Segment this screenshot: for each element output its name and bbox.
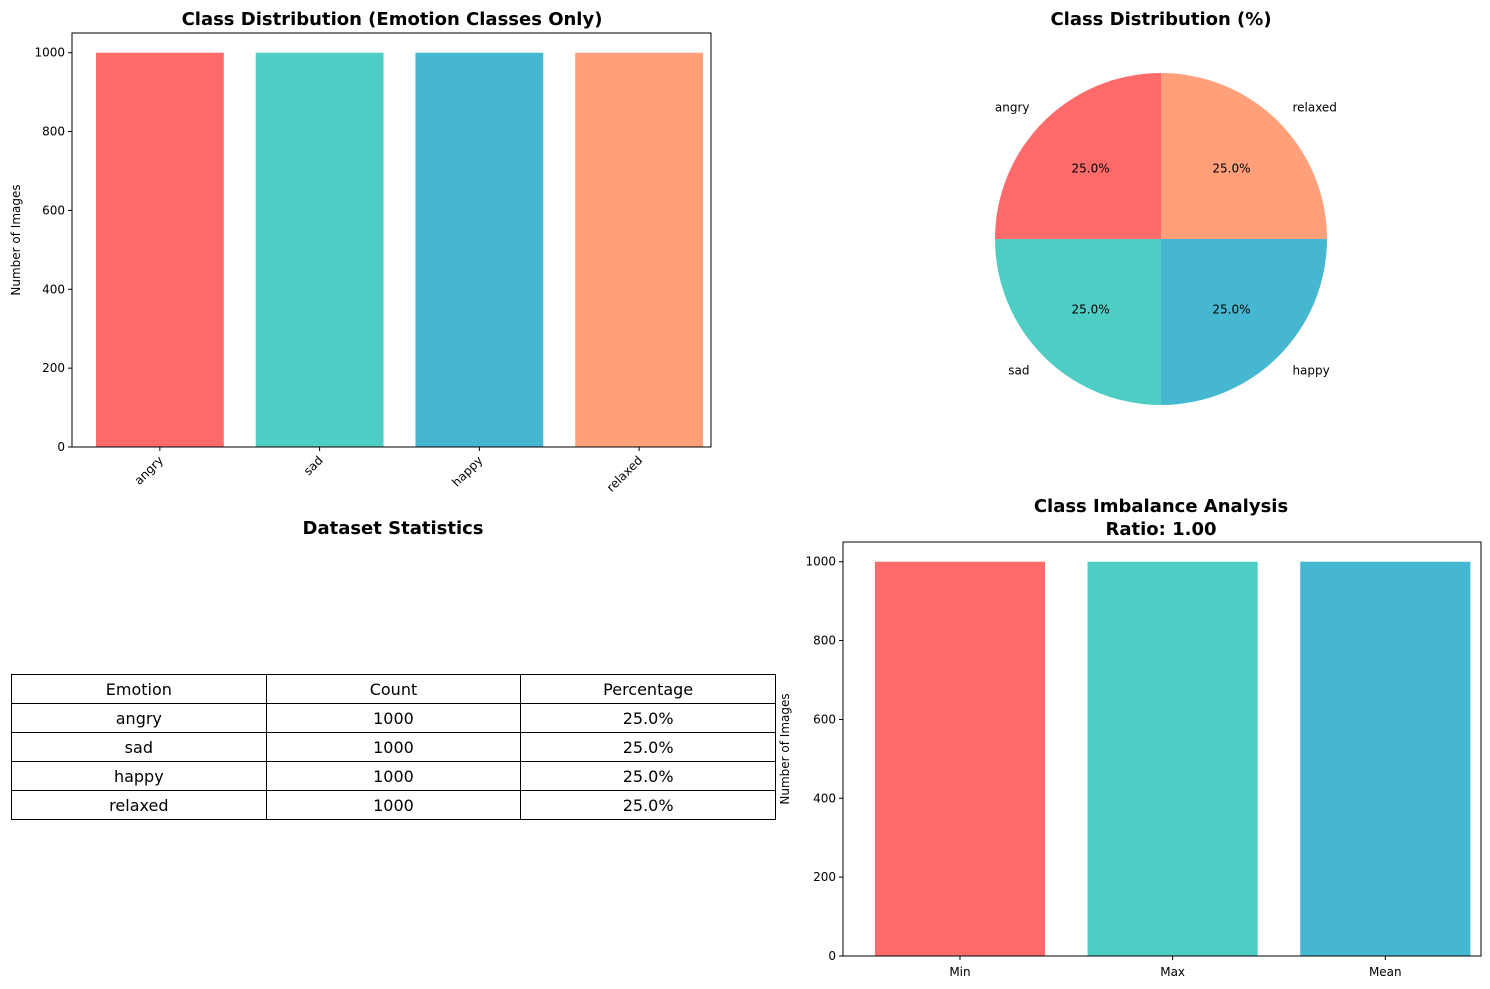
xtick-label: sad — [301, 453, 326, 478]
bar-chart-class-distribution: Class Distribution (Emotion Classes Only… — [9, 9, 712, 495]
table-row: relaxed 1000 25.0% — [11, 790, 776, 820]
xtick-label: Mean — [1369, 965, 1402, 979]
ytick-label: 400 — [42, 282, 65, 296]
chart1-axes-frame — [71, 32, 712, 448]
pie-label: happy — [1292, 363, 1329, 377]
table-cell: sad — [11, 732, 267, 762]
xtick-label: Max — [1160, 965, 1185, 979]
table-header-cell: Emotion — [11, 674, 267, 704]
ytick-label: 400 — [813, 791, 836, 805]
table-cell: happy — [11, 761, 267, 791]
pie-label: relaxed — [1292, 101, 1336, 115]
pie-chart-class-distribution: Class Distribution (%) angry 25.0% sad 25.0… — [995, 9, 1337, 405]
chart4-axes-frame — [842, 541, 1482, 957]
bar-mean — [1300, 561, 1471, 956]
chart1-ylabel: Number of Images — [9, 184, 23, 295]
ytick-label: 200 — [42, 361, 65, 375]
xtick-label: relaxed — [604, 453, 645, 494]
pie-pct-label: 25.0% — [1072, 162, 1110, 176]
table-cell: 25.0% — [520, 703, 776, 733]
ytick-label: 1000 — [34, 46, 65, 60]
bar-relaxed — [575, 52, 704, 447]
table-header-cell: Percentage — [520, 674, 776, 704]
chart2-title: Class Distribution (%) — [1050, 9, 1271, 30]
ytick-label: 600 — [42, 203, 65, 217]
chart4-title: Class Imbalance Analysis — [1034, 496, 1288, 517]
table-cell: 25.0% — [520, 761, 776, 791]
pie-label: sad — [1008, 363, 1029, 377]
pie-slice-relaxed — [1161, 73, 1327, 239]
xtick-label: happy — [449, 453, 485, 489]
chart4-ylabel: Number of Images — [778, 693, 792, 804]
ytick-label: 0 — [57, 440, 65, 454]
chart1-title: Class Distribution (Emotion Classes Only… — [182, 9, 603, 30]
table-row: sad 1000 25.0% — [11, 732, 776, 762]
pie-slice-angry — [995, 73, 1161, 239]
pie-pct-label: 25.0% — [1212, 302, 1250, 316]
table-cell: 25.0% — [520, 732, 776, 762]
ytick-label: 800 — [42, 125, 65, 139]
table-cell: 1000 — [265, 761, 522, 791]
bar-min — [874, 561, 1046, 956]
pie-pct-label: 25.0% — [1072, 302, 1110, 316]
ytick-label: 800 — [813, 634, 836, 648]
ytick-label: 1000 — [805, 555, 836, 569]
bar-angry — [95, 52, 224, 447]
pie-pct-label: 25.0% — [1212, 162, 1250, 176]
table-cell: 1000 — [265, 790, 522, 820]
ytick-label: 0 — [828, 949, 836, 963]
chart4-subtitle: Ratio: 1.00 — [1105, 519, 1216, 540]
ytick-label: 600 — [813, 712, 836, 726]
table-cell: 1000 — [265, 732, 522, 762]
table-header-row: Emotion Count Percentage — [11, 674, 776, 704]
dataset-statistics-table: Emotion Count Percentage angry 1000 25.0% sad 1… — [11, 674, 776, 820]
table-cell: angry — [11, 703, 267, 733]
xtick-label: angry — [132, 453, 166, 487]
bar-chart-class-imbalance: Class Imbalance Analysis Ratio: 1.00 0 20… — [778, 496, 1482, 979]
table-title: Dataset Statistics — [303, 518, 484, 539]
ytick-label: 200 — [813, 870, 836, 884]
table-header-cell: Count — [265, 674, 522, 704]
bar-max — [1087, 561, 1258, 956]
pie-slice-happy — [1161, 239, 1327, 405]
xtick-label: Min — [949, 965, 970, 979]
table-row: angry 1000 25.0% — [11, 703, 776, 733]
bar-sad — [255, 52, 384, 447]
table-row: happy 1000 25.0% — [11, 761, 776, 791]
table-cell: 25.0% — [520, 790, 776, 820]
pie-label: angry — [995, 101, 1030, 115]
table-cell: relaxed — [11, 790, 267, 820]
table-cell: 1000 — [265, 703, 522, 733]
pie-slice-sad — [995, 239, 1161, 405]
bar-happy — [415, 52, 544, 447]
